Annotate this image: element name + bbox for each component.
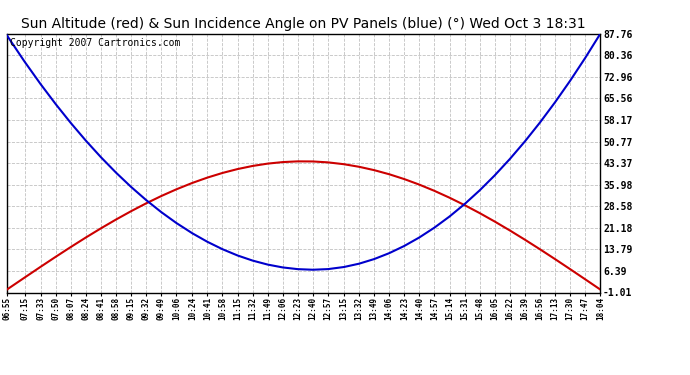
Text: Copyright 2007 Cartronics.com: Copyright 2007 Cartronics.com bbox=[10, 38, 180, 48]
Title: Sun Altitude (red) & Sun Incidence Angle on PV Panels (blue) (°) Wed Oct 3 18:31: Sun Altitude (red) & Sun Incidence Angle… bbox=[21, 17, 586, 31]
